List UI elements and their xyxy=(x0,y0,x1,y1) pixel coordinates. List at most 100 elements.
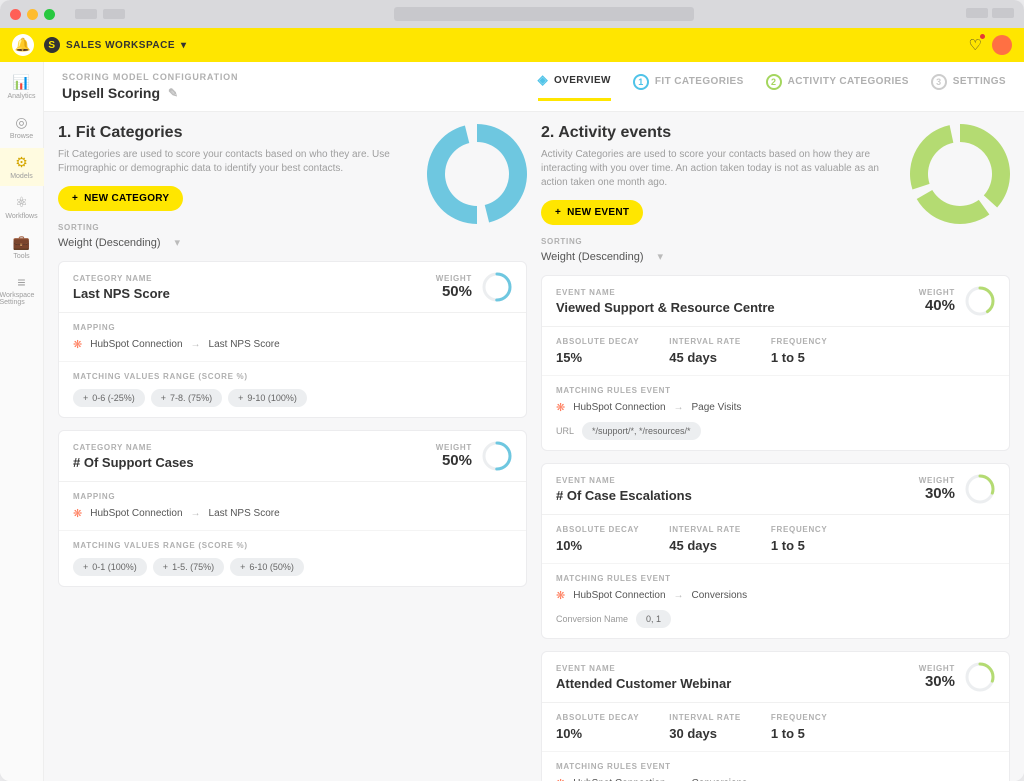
workflows-icon: ⚛ xyxy=(15,194,28,211)
weight-value: 30% xyxy=(919,673,955,690)
extra-value-chip[interactable]: 0, 1 xyxy=(636,610,671,628)
browser-titlebar xyxy=(0,0,1024,28)
decay-label: ABSOLUTE DECAY xyxy=(556,337,639,346)
decay-value: 10% xyxy=(556,538,639,553)
mapping-source: HubSpot Connection xyxy=(90,508,182,519)
range-chip[interactable]: +0-1 (100%) xyxy=(73,558,147,576)
plus-icon: + xyxy=(240,562,245,572)
app-logo-icon[interactable]: 🔔 xyxy=(12,34,34,56)
event-name-label: EVENT NAME xyxy=(556,476,919,485)
interval-value: 30 days xyxy=(669,726,741,741)
card-header[interactable]: CATEGORY NAME Last NPS Score WEIGHT 50% xyxy=(59,262,526,313)
breadcrumb: SCORING MODEL CONFIGURATION xyxy=(62,72,538,82)
rule-target: Page Visits xyxy=(692,402,742,413)
sidebar-item-workflows[interactable]: ⚛ Workflows xyxy=(0,188,44,226)
minimize-window-icon[interactable] xyxy=(27,9,38,20)
extra-value-chip[interactable]: */support/*, */resources/* xyxy=(582,422,701,440)
weight-label: WEIGHT xyxy=(919,476,955,485)
frequency-value: 1 to 5 xyxy=(771,350,828,365)
arrow-right-icon: → xyxy=(191,508,201,519)
app-topbar: 🔔 S SALES WORKSPACE ▾ ♡ xyxy=(0,28,1024,62)
address-bar[interactable] xyxy=(394,7,694,21)
cube-icon: ◈ xyxy=(538,72,548,88)
tab-fit-categories[interactable]: 1FIT CATEGORIES xyxy=(633,72,744,101)
event-name: # Of Case Escalations xyxy=(556,488,919,503)
weight-value: 30% xyxy=(919,485,955,502)
interval-label: INTERVAL RATE xyxy=(669,525,741,534)
sidebar-item-label: Analytics xyxy=(7,93,35,100)
close-window-icon[interactable] xyxy=(10,9,21,20)
edit-title-icon[interactable]: ✎ xyxy=(168,86,178,100)
range-chip[interactable]: +9-10 (100%) xyxy=(228,389,307,407)
sidebar-item-tools[interactable]: 💼 Tools xyxy=(0,228,44,266)
sidebar-item-browse[interactable]: ◎Browse xyxy=(0,108,44,146)
extra-key: Conversion Name xyxy=(556,614,628,624)
interval-value: 45 days xyxy=(669,538,741,553)
sidebar-item-analytics[interactable]: 📊Analytics xyxy=(0,68,44,106)
event-name-label: EVENT NAME xyxy=(556,288,919,297)
sorting-select[interactable]: Weight (Descending) ▾ xyxy=(58,236,407,249)
workspace-label: SALES WORKSPACE xyxy=(66,40,175,51)
weight-ring-chart xyxy=(482,272,512,302)
mapping-label: MAPPING xyxy=(73,323,512,332)
range-label: MATCHING VALUES RANGE (SCORE %) xyxy=(73,541,512,550)
tools-icon: 💼 xyxy=(13,234,30,251)
rules-label: MATCHING RULES EVENT xyxy=(556,386,995,395)
new-category-button[interactable]: +NEW CATEGORY xyxy=(58,186,183,211)
chevron-down-icon: ▾ xyxy=(175,236,181,249)
new-event-button[interactable]: +NEW EVENT xyxy=(541,200,643,225)
notifications-icon[interactable]: ♡ xyxy=(969,36,982,54)
sorting-select[interactable]: Weight (Descending)▾ xyxy=(541,250,890,263)
range-chip[interactable]: +0-6 (-25%) xyxy=(73,389,145,407)
tab-activity-categories[interactable]: 2 ACTIVITY CATEGORIES xyxy=(766,72,909,101)
user-avatar[interactable] xyxy=(992,35,1012,55)
workspace-switcher[interactable]: S SALES WORKSPACE ▾ xyxy=(44,37,187,53)
tab-label: ACTIVITY CATEGORIES xyxy=(788,76,909,87)
weight-label: WEIGHT xyxy=(919,664,955,673)
activity-event-card: EVENT NAME Attended Customer Webinar WEI… xyxy=(541,651,1010,781)
range-chip[interactable]: +1-5. (75%) xyxy=(153,558,224,576)
category-name-label: CATEGORY NAME xyxy=(73,274,436,283)
weights-donut-chart xyxy=(427,124,527,224)
tab-settings[interactable]: 3SETTINGS xyxy=(931,72,1006,101)
activity-event-card: EVENT NAME # Of Case Escalations WEIGHT … xyxy=(541,463,1010,639)
frequency-value: 1 to 5 xyxy=(771,538,828,553)
browse-icon: ◎ xyxy=(15,114,27,131)
card-header[interactable]: EVENT NAME Attended Customer Webinar WEI… xyxy=(542,652,1009,703)
sort-value: Weight (Descending) xyxy=(58,237,161,249)
weight-label: WEIGHT xyxy=(919,288,955,297)
category-name-label: CATEGORY NAME xyxy=(73,443,436,452)
page-title: Upsell Scoring xyxy=(62,85,160,101)
chevron-down-icon: ▾ xyxy=(181,40,187,51)
range-chip[interactable]: +7-8. (75%) xyxy=(151,389,222,407)
tab-label: SETTINGS xyxy=(953,76,1006,87)
sidebar-item-label: Workflows xyxy=(5,213,37,220)
sidebar-item-models[interactable]: ⚙Models xyxy=(0,148,44,186)
step-badge: 2 xyxy=(766,74,782,90)
card-header[interactable]: EVENT NAME Viewed Support & Resource Cen… xyxy=(542,276,1009,327)
mapping-target: Last NPS Score xyxy=(209,508,280,519)
card-header[interactable]: CATEGORY NAME # Of Support Cases WEIGHT … xyxy=(59,431,526,482)
category-name: Last NPS Score xyxy=(73,286,436,301)
section-description: Activity Categories are used to score yo… xyxy=(541,148,890,190)
decay-value: 15% xyxy=(556,350,639,365)
rule-source: HubSpot Connection xyxy=(573,590,665,601)
card-header[interactable]: EVENT NAME # Of Case Escalations WEIGHT … xyxy=(542,464,1009,515)
hubspot-icon: ❋ xyxy=(556,589,565,602)
step-tabs: ◈OVERVIEW 1FIT CATEGORIES 2 ACTIVITY CATEGO… xyxy=(538,72,1006,101)
hubspot-icon: ❋ xyxy=(556,777,565,781)
sidebar-item-label: Tools xyxy=(13,253,29,260)
section-head: 2. Activity events Activity Categories a… xyxy=(541,124,1010,263)
arrow-right-icon: → xyxy=(674,590,684,601)
tab-overview[interactable]: ◈OVERVIEW xyxy=(538,72,611,101)
maximize-window-icon[interactable] xyxy=(44,9,55,20)
plus-icon: + xyxy=(555,207,561,218)
event-name: Attended Customer Webinar xyxy=(556,676,919,691)
interval-label: INTERVAL RATE xyxy=(669,713,741,722)
arrow-right-icon: → xyxy=(191,339,201,350)
weight-ring-chart xyxy=(965,474,995,504)
range-chip[interactable]: +6-10 (50%) xyxy=(230,558,304,576)
weight-ring-chart xyxy=(965,662,995,692)
sidebar-item-settings[interactable]: ≡Workspace Settings xyxy=(0,268,44,312)
left-sidebar: 📊Analytics◎Browse⚙Models ⚛ Workflows 💼 Tools… xyxy=(0,62,44,781)
